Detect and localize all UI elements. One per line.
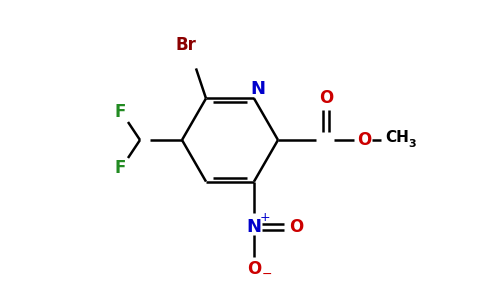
Text: 3: 3 xyxy=(408,139,416,149)
Text: N: N xyxy=(246,218,261,236)
Text: N: N xyxy=(251,80,266,98)
Text: O: O xyxy=(247,260,261,278)
Text: O: O xyxy=(357,131,371,149)
Text: F: F xyxy=(114,159,126,177)
Text: +: + xyxy=(260,211,270,224)
Text: −: − xyxy=(262,268,272,281)
Text: CH: CH xyxy=(385,130,409,146)
Text: F: F xyxy=(114,103,126,121)
Text: O: O xyxy=(319,89,333,107)
Text: Br: Br xyxy=(176,36,197,54)
Text: O: O xyxy=(289,218,303,236)
